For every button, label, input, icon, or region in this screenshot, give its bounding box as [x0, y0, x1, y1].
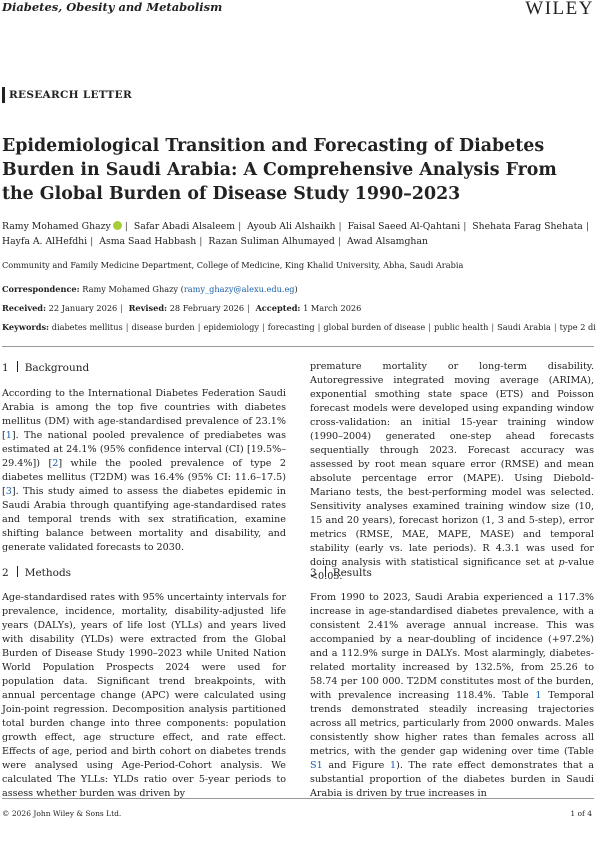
journal-name: Diabetes, Obesity and Metabolism — [2, 0, 223, 14]
ref-link[interactable]: 1 — [5, 430, 12, 441]
section-heading-background: 1 Background — [2, 361, 90, 374]
section-heading-methods: 2 Methods — [2, 566, 72, 579]
author-5[interactable]: Shehata Farag Shehata — [472, 221, 583, 232]
keywords-label: Keywords: — [2, 322, 50, 332]
author-2[interactable]: Safar Abadi Alsaleem — [133, 221, 236, 232]
footer-divider — [2, 798, 594, 799]
received-date: 22 January 2026 — [48, 303, 118, 313]
keyword: forecasting — [267, 322, 315, 332]
ref-link[interactable]: 2 — [52, 458, 59, 469]
article-type: RESEARCH LETTER — [9, 89, 132, 101]
section-heading-results: 3 Results — [310, 566, 372, 579]
background-paragraph: According to the International Diabetes … — [2, 388, 286, 553]
author-1[interactable]: Ramy Mohamed Ghazy — [2, 221, 111, 232]
figure-link[interactable]: 1 — [389, 760, 397, 771]
accepted-date: 1 March 2026 — [303, 303, 362, 313]
keyword: epidemiology — [203, 322, 259, 332]
received-label: Received: — [2, 303, 47, 313]
methods-paragraph: Age-standardised rates with 95% uncertai… — [2, 592, 286, 799]
revised-label: Revised: — [128, 303, 168, 313]
correspondence-label: Correspondence: — [2, 284, 80, 294]
revised-date: 28 February 2026 — [169, 303, 245, 313]
keywords: Keywords: diabetes mellitus | disease burd… — [2, 322, 596, 332]
orcid-icon[interactable] — [112, 221, 122, 230]
correspondence-name: Ramy Mohamed Ghazy — [82, 284, 179, 294]
author-list: Ramy Mohamed Ghazy | Safar Abadi Alsaleem… — [2, 221, 589, 247]
ref-link[interactable]: 3 — [5, 486, 12, 497]
article-dates: Received: 22 January 2026 | Revised: 28 F… — [2, 303, 362, 313]
header-divider — [2, 346, 594, 347]
keyword: diabetes mellitus — [51, 322, 123, 332]
article-type-bar — [2, 87, 5, 103]
publisher-logo: WILEY — [525, 0, 594, 19]
page-number: 1 of 4 — [570, 809, 592, 818]
keyword: Saudi Arabia — [497, 322, 551, 332]
correspondence-email[interactable]: ramy_ghazy@alexu.edu.eg — [183, 284, 295, 294]
author-4[interactable]: Faisal Saeed Al-Qahtani — [347, 221, 461, 232]
keyword: type 2 diabetes — [559, 322, 596, 332]
copyright: © 2026 John Wiley & Sons Ltd. — [2, 809, 122, 818]
author-9[interactable]: Awad Alsamghan — [346, 236, 428, 247]
results-paragraph: From 1990 to 2023, Saudi Arabia experien… — [310, 592, 595, 799]
article-title: Epidemiological Transition and Forecasti… — [2, 136, 557, 204]
keyword: global burden of disease — [323, 322, 426, 332]
author-7[interactable]: Asma Saad Habbash — [99, 236, 197, 247]
keyword: public health — [434, 322, 489, 332]
methods-paragraph-continued: premature mortality or long-term disabil… — [310, 361, 594, 582]
author-6[interactable]: Hayfa A. AlHefdhi — [2, 236, 88, 247]
accepted-label: Accepted: — [255, 303, 301, 313]
affiliation: Community and Family Medicine Department… — [2, 260, 464, 270]
author-3[interactable]: Ayoub Ali Alshaikh — [247, 221, 336, 232]
keyword: disease burden — [131, 322, 195, 332]
table-link[interactable]: 1 — [535, 690, 542, 701]
supplement-link[interactable]: S1 — [310, 760, 323, 771]
correspondence: Correspondence: Ramy Mohamed Ghazy (ramy… — [2, 284, 298, 294]
author-8[interactable]: Razan Suliman Alhumayed — [208, 236, 335, 247]
